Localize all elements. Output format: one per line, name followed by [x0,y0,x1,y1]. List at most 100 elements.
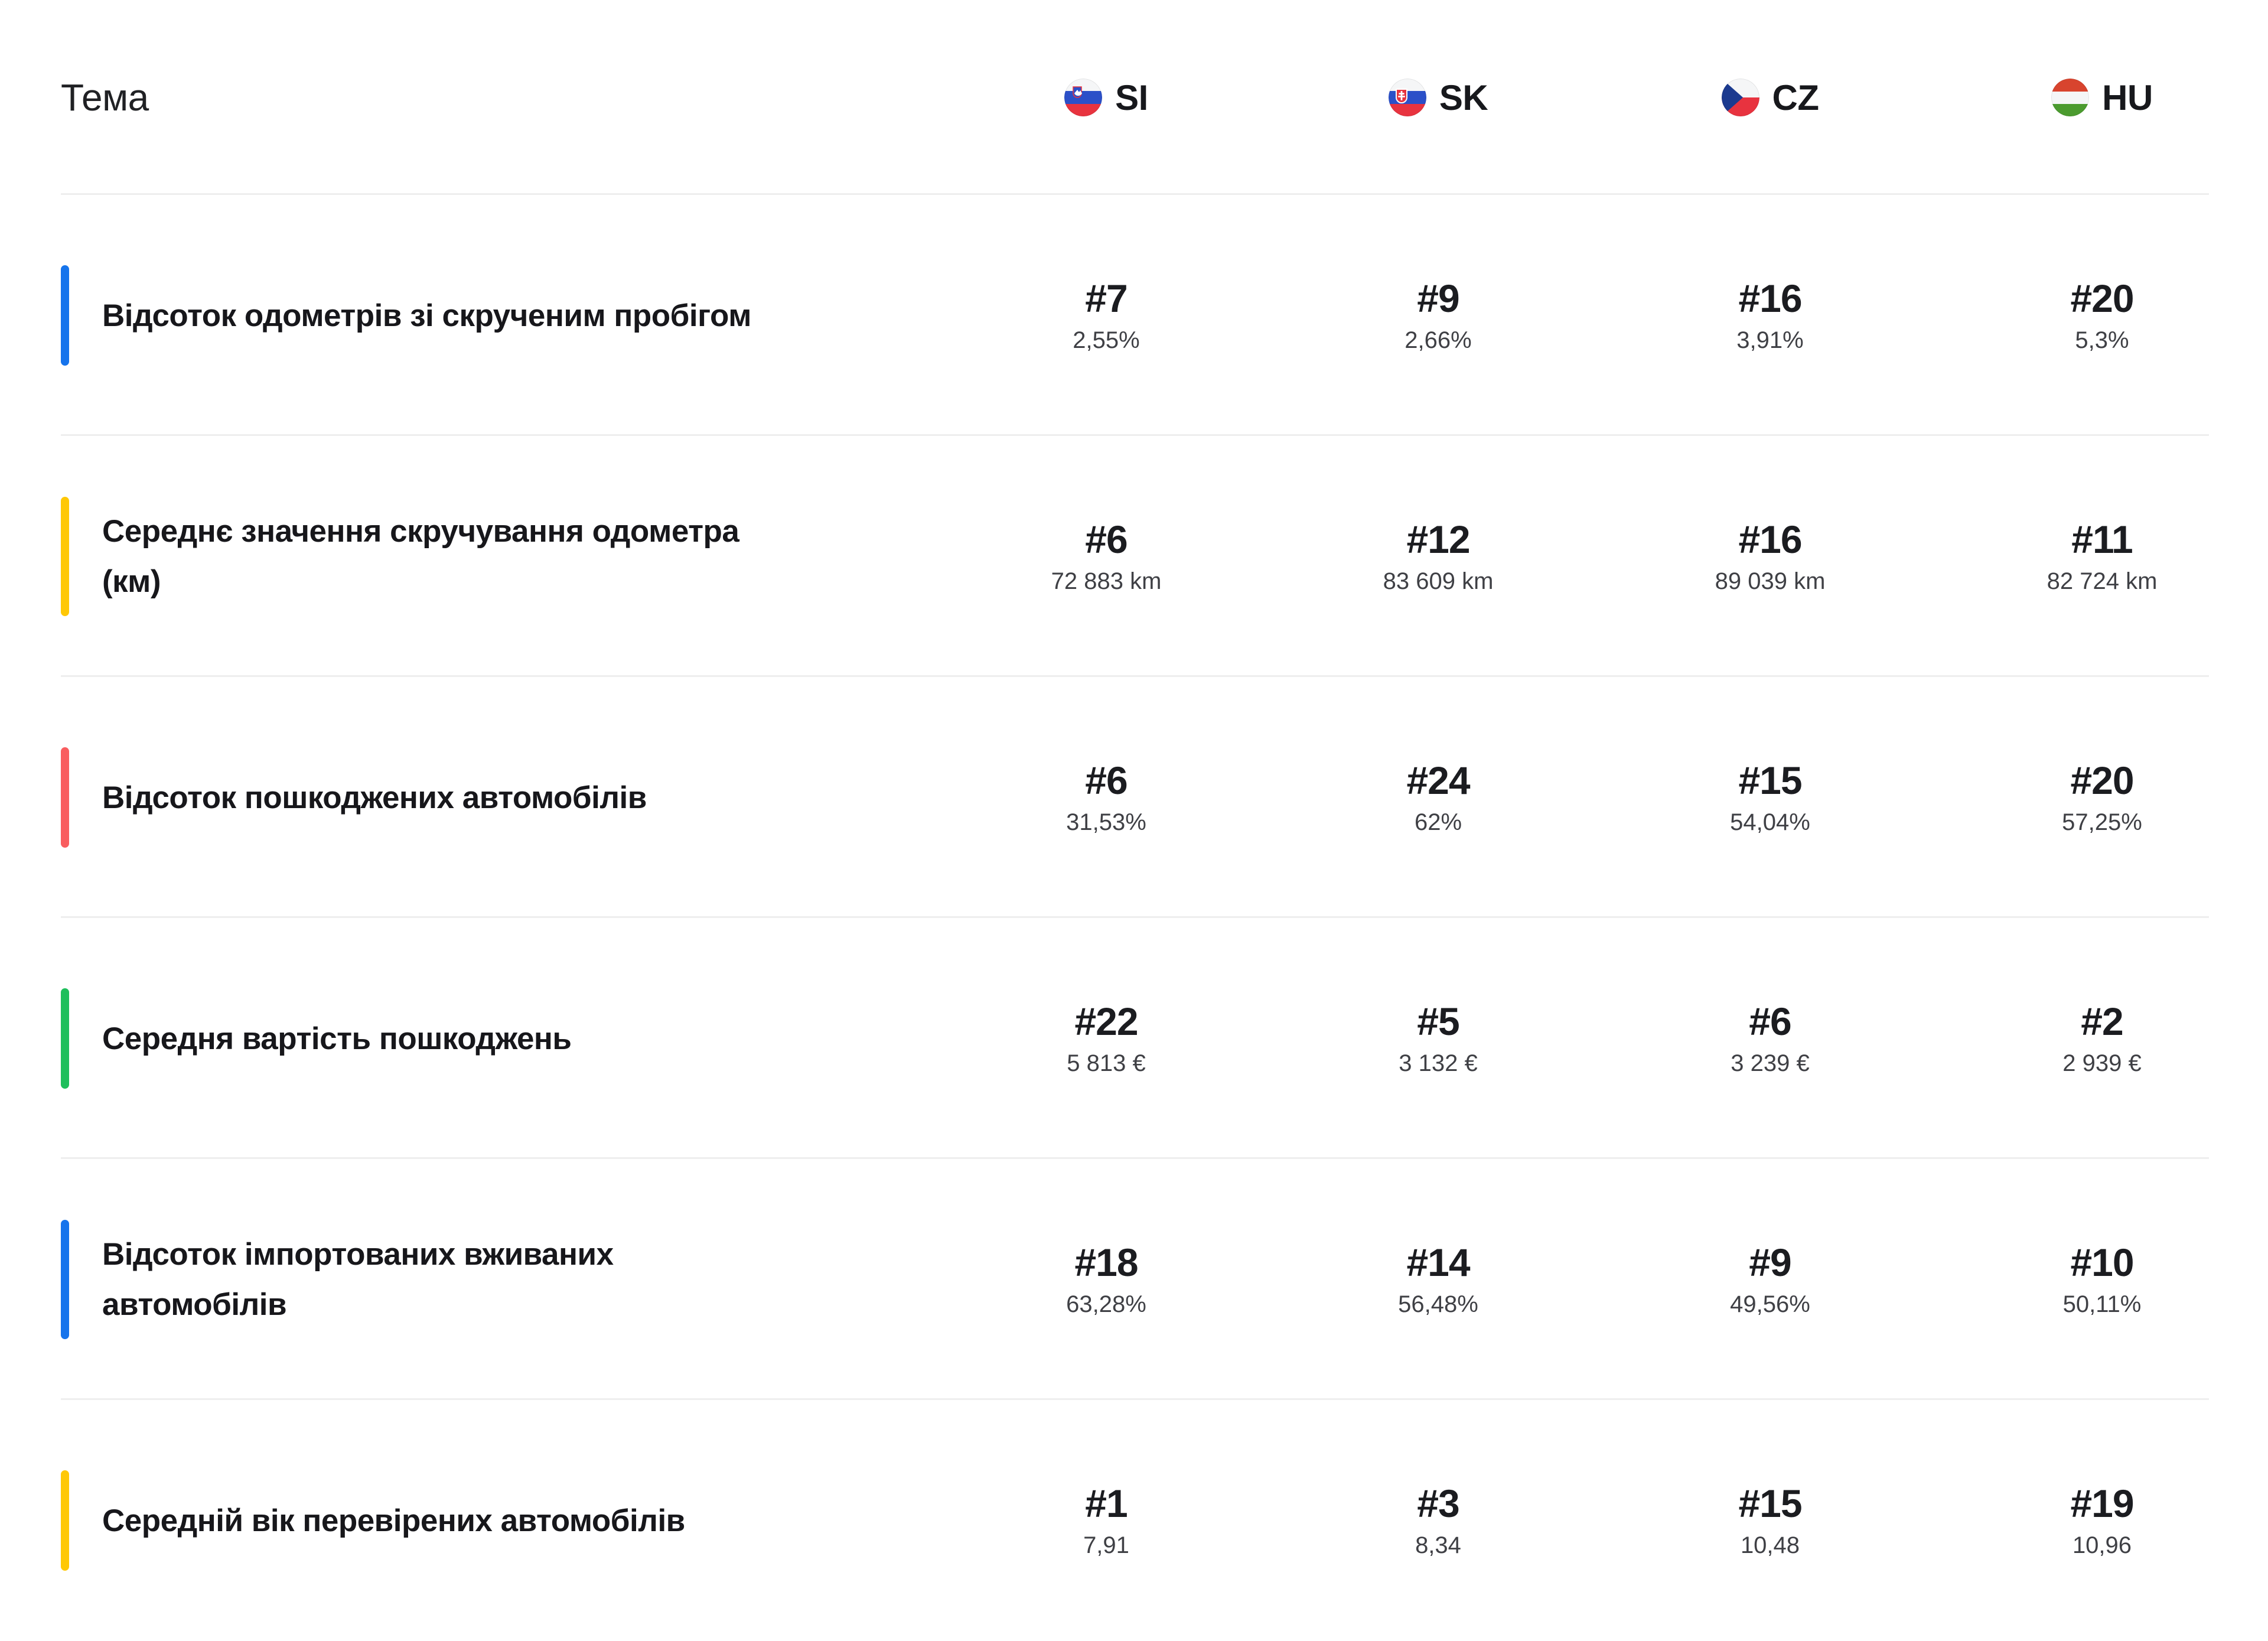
row-title-line: Відсоток пошкоджених автомобілів [102,780,647,815]
rank-value: 62% [1414,809,1462,835]
rank-number: #14 [1406,1240,1470,1284]
rank-cell: #15 10,48 [1604,1482,1936,1559]
rank-cell: #16 89 039 km [1604,517,1936,595]
slovakia-flag-icon [1389,79,1426,116]
rank-cell: #15 54,04% [1604,758,1936,836]
row-title-line: Відсоток одометрів зі скрученим пробігом [102,298,751,333]
row-title-line: Середня вартість пошкоджень [102,1021,572,1056]
rank-value: 57,25% [2062,809,2142,835]
row-accent-bar [61,497,69,616]
rank-value: 7,91 [1083,1532,1129,1558]
table-row: Середнє значення скручування одометра (км… [61,436,2268,677]
rank-number: #16 [1738,276,1802,320]
row-title: Середній вік перевірених автомобілів [102,1496,685,1546]
country-header-cell: SI [940,77,1272,118]
rank-value: 72 883 km [1051,568,1162,594]
rank-value: 31,53% [1066,809,1146,835]
row-accent-bar [61,747,69,848]
rank-cell: #20 5,3% [1936,276,2268,354]
row-title: Відсоток імпортованих вживаних автомобілі… [102,1229,614,1330]
row-topic: Відсоток пошкоджених автомобілів [61,747,940,848]
table-row: Відсоток одометрів зі скрученим пробігом… [61,195,2268,436]
rank-cell: #6 72 883 km [940,517,1272,595]
rank-value: 8,34 [1415,1532,1461,1558]
rank-cell: #14 56,48% [1272,1240,1604,1318]
rank-cell: #16 3,91% [1604,276,1936,354]
row-topic: Відсоток одометрів зі скрученим пробігом [61,265,940,366]
rank-number: #20 [2070,276,2134,320]
row-topic: Відсоток імпортованих вживаних автомобілі… [61,1220,940,1339]
rank-number: #24 [1406,758,1470,802]
rank-value: 3 132 € [1399,1050,1478,1076]
rank-value: 2 939 € [2062,1050,2142,1076]
rank-value: 5,3% [2075,327,2129,353]
row-topic: Середній вік перевірених автомобілів [61,1470,940,1571]
rank-cell: #10 50,11% [1936,1240,2268,1318]
row-title-line: автомобілів [102,1287,287,1322]
rank-value: 2,66% [1405,327,1472,353]
rank-cell: #7 2,55% [940,276,1272,354]
rank-value: 89 039 km [1715,568,1826,594]
country-label-cz: CZ [1772,77,1819,118]
rank-number: #6 [1749,999,1791,1043]
rank-cell: #22 5 813 € [940,999,1272,1077]
topic-header-cell: Тема [61,76,940,119]
table-header-row: Тема SI SK CZ HU [61,0,2268,195]
rank-number: #6 [1085,517,1128,561]
rank-cell: #9 2,66% [1272,276,1604,354]
rank-value: 10,48 [1740,1532,1800,1558]
rank-number: #16 [1738,517,1802,561]
rank-value: 63,28% [1066,1291,1146,1317]
rank-number: #12 [1406,517,1470,561]
rank-number: #2 [2081,999,2123,1043]
rank-value: 54,04% [1730,809,1810,835]
table-row: Відсоток пошкоджених автомобілів #6 31,5… [61,677,2268,918]
rank-cell: #12 83 609 km [1272,517,1604,595]
rank-number: #3 [1417,1482,1459,1525]
rank-number: #9 [1417,276,1459,320]
rank-value: 83 609 km [1383,568,1494,594]
country-label-hu: HU [2102,77,2153,118]
row-accent-bar [61,1220,69,1339]
rank-value: 3 239 € [1731,1050,1810,1076]
country-label-sk: SK [1439,77,1488,118]
row-topic: Середнє значення скручування одометра (км… [61,497,940,616]
rank-cell: #11 82 724 km [1936,517,2268,595]
rank-cell: #9 49,56% [1604,1240,1936,1318]
rank-number: #15 [1738,1482,1802,1525]
rank-number: #15 [1738,758,1802,802]
row-title: Відсоток пошкоджених автомобілів [102,773,647,823]
rank-number: #22 [1074,999,1138,1043]
rank-value: 49,56% [1730,1291,1810,1317]
rank-value: 5 813 € [1067,1050,1146,1076]
rank-cell: #19 10,96 [1936,1482,2268,1559]
country-label-si: SI [1115,77,1148,118]
rank-cell: #18 63,28% [940,1240,1272,1318]
rank-number: #20 [2070,758,2134,802]
row-title-line: Відсоток імпортованих вживаних [102,1237,614,1272]
rank-cell: #1 7,91 [940,1482,1272,1559]
table-row: Середня вартість пошкоджень #22 5 813 € … [61,918,2268,1159]
rank-number: #11 [2071,517,2133,561]
rank-number: #10 [2070,1240,2134,1284]
country-header-cell: HU [1936,77,2268,118]
rank-number: #1 [1085,1482,1128,1525]
rank-number: #5 [1417,999,1459,1043]
rank-cell: #24 62% [1272,758,1604,836]
slovenia-flag-icon [1064,79,1102,116]
rank-cell: #2 2 939 € [1936,999,2268,1077]
rank-number: #19 [2070,1482,2134,1525]
rank-number: #9 [1749,1240,1791,1284]
rank-value: 50,11% [2062,1291,2142,1317]
rank-cell: #5 3 132 € [1272,999,1604,1077]
rank-cell: #20 57,25% [1936,758,2268,836]
hungary-flag-icon [2051,79,2089,116]
rank-value: 82 724 km [2047,568,2158,594]
rank-value: 10,96 [2072,1532,2132,1558]
row-title-line: Середнє значення скручування одометра [102,514,739,549]
table-row: Середній вік перевірених автомобілів #1 … [61,1400,2268,1641]
country-header-cell: CZ [1604,77,1936,118]
czechia-flag-icon [1722,79,1759,116]
row-title-line: (км) [102,564,161,599]
